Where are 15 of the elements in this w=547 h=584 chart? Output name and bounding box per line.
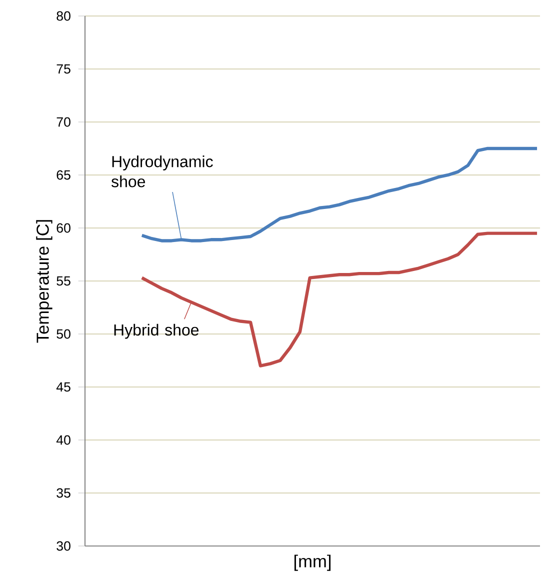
- y-tick-label: 75: [56, 64, 70, 74]
- y-tick-label: 30: [56, 541, 70, 551]
- y-tick-label: 70: [56, 117, 70, 127]
- y-tick-label: 45: [56, 382, 70, 392]
- x-axis-title: [mm]: [294, 554, 331, 571]
- legend-label: Hybrid shoe: [114, 324, 199, 339]
- y-axis-title: Temperature [C]: [36, 220, 52, 343]
- y-tick-label: 35: [56, 488, 70, 498]
- y-tick-label: 60: [56, 223, 70, 233]
- y-tick-label: 50: [56, 329, 70, 339]
- y-tick-label: 55: [56, 276, 70, 286]
- y-tick-label: 65: [56, 170, 70, 180]
- y-tick-label: 80: [56, 11, 70, 21]
- y-tick-label: 40: [56, 435, 70, 445]
- text: Hydrodynamic shoe: [111, 156, 213, 188]
